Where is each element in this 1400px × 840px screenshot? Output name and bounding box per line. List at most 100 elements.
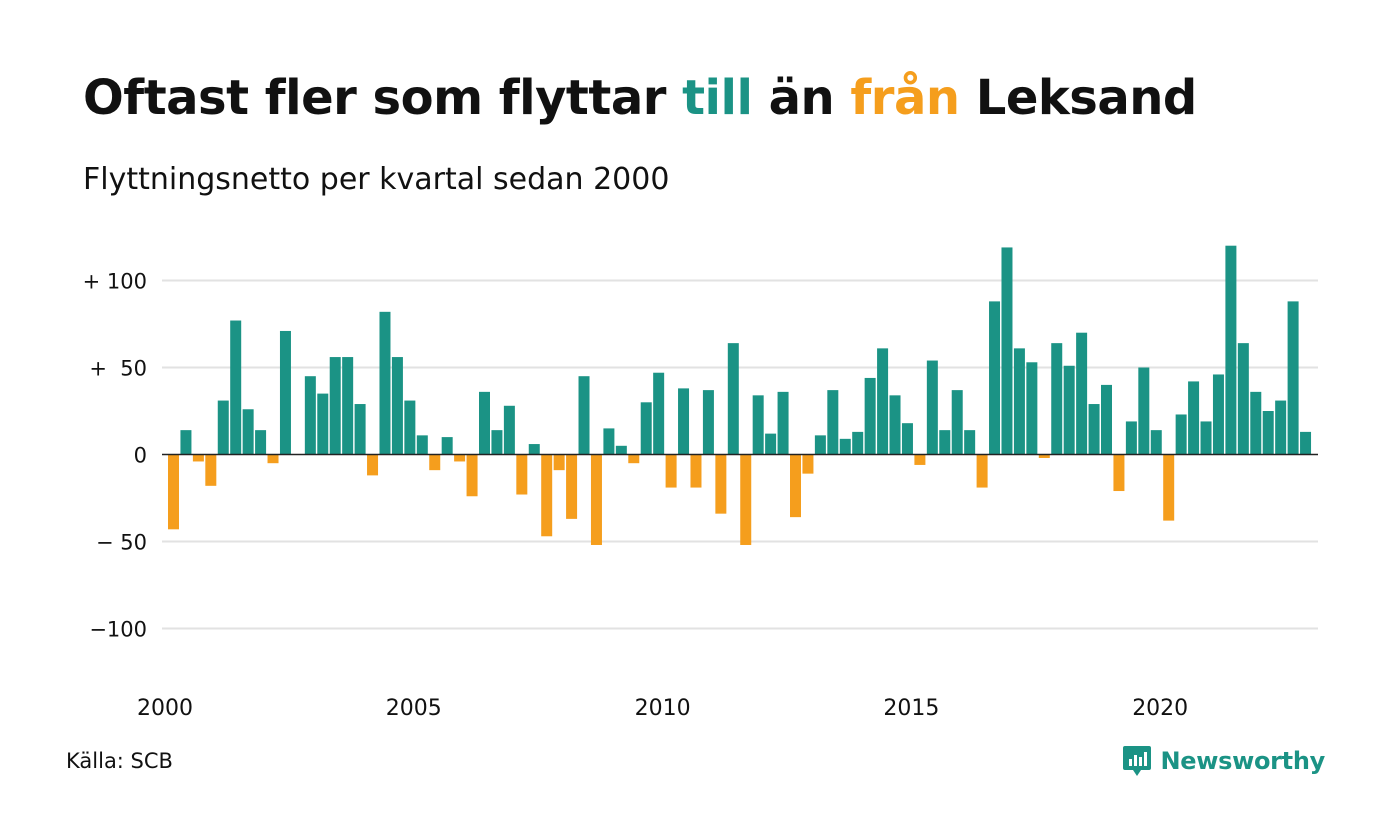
source-note: Källa: SCB [66,749,173,773]
x-tick-label: 2020 [1132,696,1188,721]
bar [379,311,391,455]
bar [279,330,291,455]
bar [777,391,789,455]
title-part-3: Leksand [959,70,1198,126]
bar [653,372,665,455]
bar [479,391,490,455]
bar [168,454,179,530]
bar [1150,430,1162,455]
bar [1101,384,1112,455]
x-tick-label: 2005 [386,696,442,721]
bar [1038,454,1050,458]
bar [727,343,739,455]
bar [752,395,764,455]
bar [802,454,814,474]
bar [852,431,864,455]
brand-logo: Newsworthy [1122,744,1325,778]
bar [1275,400,1287,455]
bar [1200,421,1212,455]
y-axis-labels: + 100 + 50 0 − 50 −100 [83,270,147,642]
bar [329,357,341,455]
bar [267,454,279,464]
bar [1001,247,1013,455]
bar [1188,381,1200,455]
bar [342,357,354,455]
bar [541,454,553,537]
bar [1026,362,1038,455]
bar [765,433,777,455]
bar [889,395,901,455]
bar [230,320,242,455]
bar [566,454,578,519]
bar [1138,367,1150,455]
bar [1287,301,1299,455]
bar [367,454,379,476]
bar [964,430,976,455]
bar [864,377,876,455]
bar [429,454,441,471]
bar [665,454,677,488]
chart-subtitle: Flyttningsnetto per kvartal sedan 2000 [83,162,670,197]
bar [1300,431,1312,455]
bar [454,454,466,462]
bar [441,437,453,455]
bar [1237,343,1249,455]
bar [951,390,963,455]
bar [528,444,540,455]
bar [615,445,627,455]
bar [926,360,938,455]
bar [1163,454,1175,521]
bar [603,428,615,455]
bar [503,405,515,455]
bar [391,357,403,455]
bar [702,390,714,455]
bar [192,454,204,462]
title-part-1: Oftast fler som flyttar [83,70,683,126]
y-tick-label: + 100 [83,270,147,294]
chart-title: Oftast fler som flyttar till än från Lek… [83,70,1197,126]
x-axis-labels: 2000 2005 2010 2015 2020 [137,696,1188,721]
bar [1175,414,1187,455]
bar [1088,404,1100,455]
y-tick-label: 0 [134,444,147,468]
bar [790,454,801,518]
bar [416,435,428,455]
bar [354,404,366,455]
bar [939,430,951,455]
y-tick-label: − 50 [96,531,147,555]
bar [578,376,590,455]
bar [640,402,652,455]
bar [1051,343,1063,455]
bar [404,400,416,455]
bar [678,388,690,455]
bar [1076,332,1088,455]
bar [304,376,316,455]
bar [553,454,565,471]
bar [590,454,602,545]
bar [255,430,267,455]
bars [168,245,1312,545]
brand-name: Newsworthy [1160,747,1325,775]
bar [466,454,478,497]
bar [217,400,229,455]
bar [827,390,839,455]
x-tick-label: 2010 [635,696,691,721]
bar [1063,365,1075,455]
title-part-2: än [752,70,851,126]
bar [317,393,329,455]
grid-lines [162,279,1318,630]
bar [1212,374,1224,455]
newsworthy-icon [1123,746,1152,776]
bar [628,454,640,464]
bar [1225,245,1237,455]
bar [839,438,851,455]
bar [1250,391,1262,455]
bar [491,430,503,455]
y-tick-label: −100 [89,618,147,642]
bar [1113,454,1125,492]
x-tick-label: 2015 [883,696,939,721]
bar [877,348,889,455]
x-tick-label: 2000 [137,696,193,721]
bar [205,454,217,486]
